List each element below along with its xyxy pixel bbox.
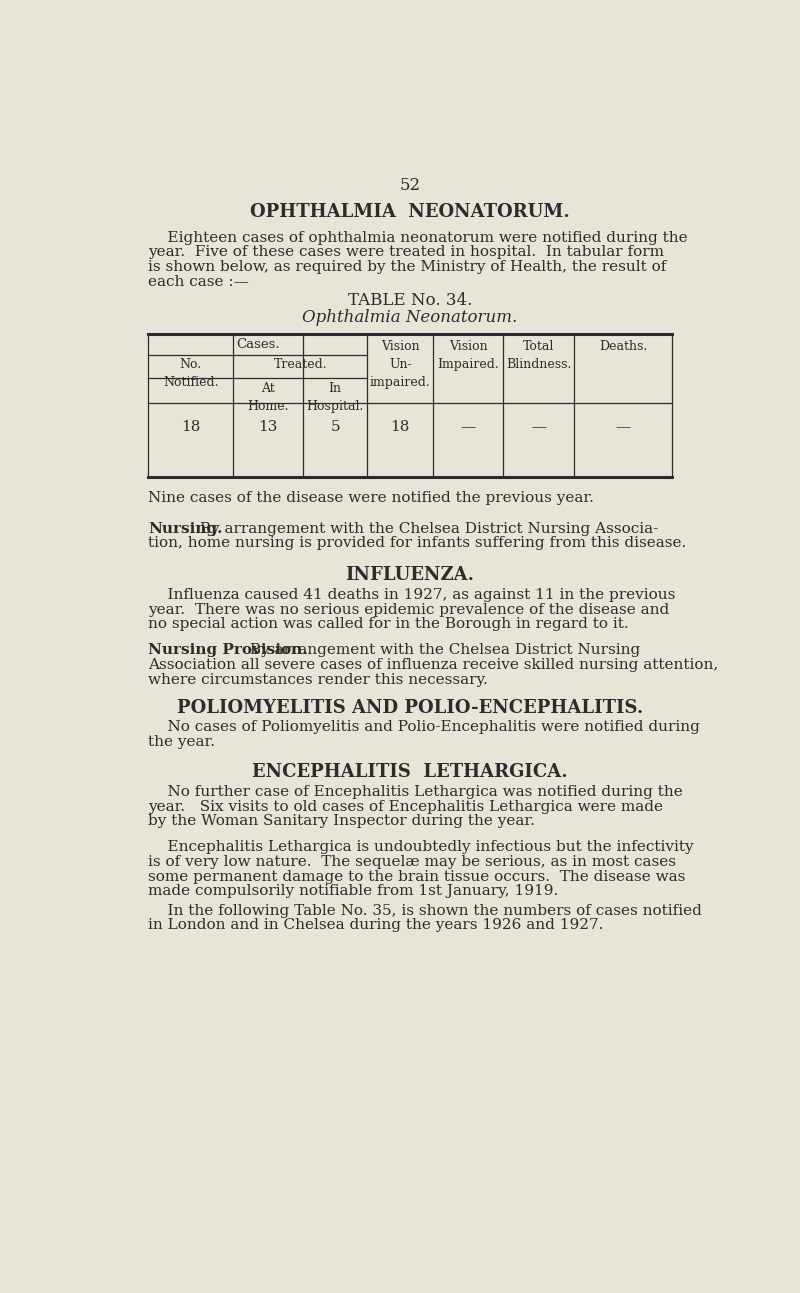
Text: Ophthalmia Neonatorum.: Ophthalmia Neonatorum. xyxy=(302,309,518,326)
Text: Influenza caused 41 deaths in 1927, as against 11 in the previous: Influenza caused 41 deaths in 1927, as a… xyxy=(148,588,675,603)
Text: year.  Five of these cases were treated in hospital.  In tabular form: year. Five of these cases were treated i… xyxy=(148,246,664,260)
Text: made compulsorily notifiable from 1st January, 1919.: made compulsorily notifiable from 1st Ja… xyxy=(148,884,558,899)
Text: ENCEPHALITIS  LETHARGICA.: ENCEPHALITIS LETHARGICA. xyxy=(252,763,568,781)
Text: In the following Table No. 35, is shown the numbers of cases notified: In the following Table No. 35, is shown … xyxy=(148,904,702,918)
Text: each case :—: each case :— xyxy=(148,274,249,288)
Text: Cases.: Cases. xyxy=(236,337,279,350)
Text: Association all severe cases of influenza receive skilled nursing attention,: Association all severe cases of influenz… xyxy=(148,658,718,672)
Text: —: — xyxy=(461,420,476,434)
Text: No.
Notified.: No. Notified. xyxy=(163,358,218,389)
Text: INFLUENZA.: INFLUENZA. xyxy=(346,566,474,584)
Text: where circumstances render this necessary.: where circumstances render this necessar… xyxy=(148,672,488,687)
Text: In
Hospital.: In Hospital. xyxy=(306,381,364,412)
Text: —: — xyxy=(531,420,546,434)
Text: 18: 18 xyxy=(181,420,200,434)
Text: the year.: the year. xyxy=(148,734,215,749)
Text: Nine cases of the disease were notified the previous year.: Nine cases of the disease were notified … xyxy=(148,491,594,504)
Text: Nursing Provision.: Nursing Provision. xyxy=(148,644,308,657)
Text: Total
Blindness.: Total Blindness. xyxy=(506,340,571,371)
Text: TABLE No. 34.: TABLE No. 34. xyxy=(348,292,472,309)
Text: tion, home nursing is provided for infants suffering from this disease.: tion, home nursing is provided for infan… xyxy=(148,537,686,551)
Text: Treated.: Treated. xyxy=(274,358,327,371)
Text: At
Home.: At Home. xyxy=(247,381,289,412)
Text: some permanent damage to the brain tissue occurs.  The disease was: some permanent damage to the brain tissu… xyxy=(148,870,686,883)
Text: —: — xyxy=(615,420,630,434)
Text: year.   Six visits to old cases of Encephalitis Lethargica were made: year. Six visits to old cases of Encepha… xyxy=(148,799,663,813)
Text: 13: 13 xyxy=(258,420,278,434)
Text: 18: 18 xyxy=(390,420,410,434)
Text: POLIOMYELITIS AND POLIO-ENCEPHALITIS.: POLIOMYELITIS AND POLIO-ENCEPHALITIS. xyxy=(177,698,643,716)
Text: By arrangement with the Chelsea District Nursing: By arrangement with the Chelsea District… xyxy=(245,644,640,657)
Text: is shown below, as required by the Ministry of Health, the result of: is shown below, as required by the Minis… xyxy=(148,260,666,274)
Text: is of very low nature.  The sequelæ may be serious, as in most cases: is of very low nature. The sequelæ may b… xyxy=(148,855,676,869)
Text: OPHTHALMIA  NEONATORUM.: OPHTHALMIA NEONATORUM. xyxy=(250,203,570,221)
Text: Deaths.: Deaths. xyxy=(599,340,647,353)
Text: By arrangement with the Chelsea District Nursing Associa-: By arrangement with the Chelsea District… xyxy=(194,521,658,535)
Text: in London and in Chelsea during the years 1926 and 1927.: in London and in Chelsea during the year… xyxy=(148,918,603,932)
Text: by the Woman Sanitary Inspector during the year.: by the Woman Sanitary Inspector during t… xyxy=(148,815,535,829)
Text: year.  There was no serious epidemic prevalence of the disease and: year. There was no serious epidemic prev… xyxy=(148,603,670,617)
Text: Nursing.: Nursing. xyxy=(148,521,222,535)
Text: Encephalitis Lethargica is undoubtedly infectious but the infectivity: Encephalitis Lethargica is undoubtedly i… xyxy=(148,840,694,855)
Text: no special action was called for in the Borough in regard to it.: no special action was called for in the … xyxy=(148,617,629,631)
Text: No cases of Poliomyelitis and Polio-Encephalitis were notified during: No cases of Poliomyelitis and Polio-Ence… xyxy=(148,720,700,734)
Text: 5: 5 xyxy=(330,420,340,434)
Text: 52: 52 xyxy=(399,177,421,194)
Text: Vision
Un-
impaired.: Vision Un- impaired. xyxy=(370,340,430,389)
Text: Vision
Impaired.: Vision Impaired. xyxy=(438,340,499,371)
Text: Eighteen cases of ophthalmia neonatorum were notified during the: Eighteen cases of ophthalmia neonatorum … xyxy=(148,230,688,244)
Text: No further case of Encephalitis Lethargica was notified during the: No further case of Encephalitis Lethargi… xyxy=(148,785,682,799)
